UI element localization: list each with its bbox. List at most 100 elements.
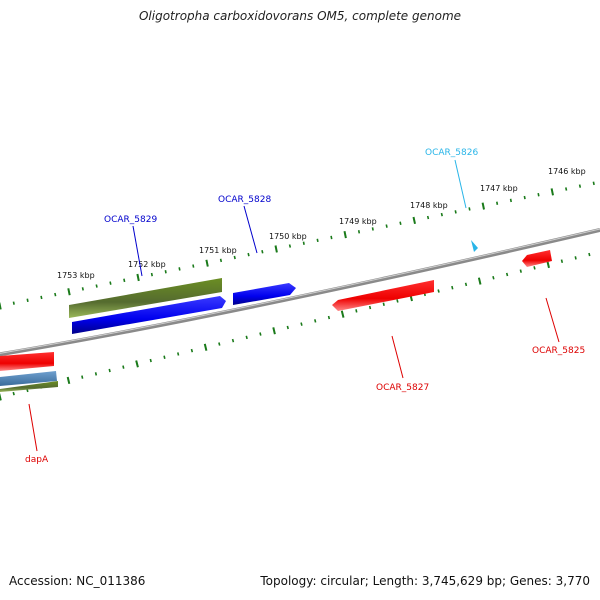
inner-tick-29 [396, 299, 399, 303]
tick-label-1746: 1746 kbp [548, 167, 586, 176]
outer-tick-27 [371, 227, 374, 231]
genome-backbone [0, 228, 600, 357]
outer-tick-5 [67, 288, 71, 296]
outer-tick-13 [178, 267, 181, 271]
connector-ocar-5829 [132, 225, 143, 277]
inner-tick-0 [0, 393, 2, 401]
genome-backbone-highlight [0, 228, 600, 354]
outer-tick-42 [578, 184, 582, 188]
inner-tick-17 [231, 338, 235, 343]
outer-tick-30 [412, 216, 416, 225]
inner-tick-14 [190, 348, 194, 353]
gene-rna-olive-upper[interactable] [69, 278, 222, 318]
outer-tick-43 [592, 181, 595, 186]
outer-tick-18 [247, 252, 250, 257]
genome-summary-text: Topology: circular; Length: 3,745,629 bp… [260, 574, 590, 588]
inner-tick-5 [66, 376, 71, 385]
connector-ocar-5828 [243, 205, 258, 254]
inner-tick-42 [574, 256, 577, 260]
gene-label-ocar-5829[interactable]: OCAR_5829 [104, 215, 157, 225]
inner-tick-8 [108, 368, 111, 373]
inner-tick-25 [340, 310, 345, 318]
tick-label-1749: 1749 kbp [339, 217, 377, 226]
tick-label-1751: 1751 kbp [199, 246, 237, 255]
outer-tick-14 [192, 264, 195, 268]
outer-tick-2 [26, 298, 29, 303]
outer-tick-10 [136, 273, 140, 282]
outer-tick-35 [481, 202, 485, 210]
outer-tick-19 [261, 250, 264, 254]
inner-tick-43 [588, 252, 591, 257]
outer-tick-12 [164, 270, 167, 274]
inner-tick-34 [464, 282, 468, 287]
outer-tick-29 [399, 221, 402, 225]
outer-tick-7 [95, 284, 98, 288]
outer-tick-33 [454, 210, 457, 214]
connector-ocar-5825 [545, 297, 560, 343]
inner-tick-38 [519, 269, 522, 273]
gene-dapa-body[interactable] [0, 352, 54, 371]
gene-ocar-5829-body[interactable] [72, 296, 226, 334]
outer-tick-15 [205, 259, 209, 267]
outer-tick-8 [109, 281, 112, 285]
outer-tick-6 [81, 287, 84, 291]
inner-tick-16 [218, 342, 221, 346]
inner-tick-21 [286, 325, 289, 330]
outer-tick-34 [468, 207, 471, 211]
inner-tick-24 [327, 315, 331, 320]
gene-label-ocar-5826[interactable]: OCAR_5826 [425, 148, 478, 158]
gene-label-ocar-5827[interactable]: OCAR_5827 [376, 383, 429, 393]
inner-tick-22 [300, 322, 303, 326]
inner-tick-18 [245, 335, 248, 340]
gene-label-dapa[interactable]: dapA [25, 455, 49, 465]
outer-tick-38 [523, 195, 526, 200]
inner-tick-10 [135, 360, 139, 368]
outer-tick-41 [565, 187, 568, 191]
inner-tick-39 [533, 266, 536, 270]
tick-label-1747: 1747 kbp [480, 184, 518, 193]
inner-tick-9 [122, 365, 125, 369]
inner-tick-7 [94, 372, 98, 376]
inner-tick-13 [177, 352, 180, 356]
inner-tick-19 [259, 332, 262, 336]
inner-tick-37 [505, 272, 509, 277]
inner-tick-11 [149, 358, 152, 363]
gene-ocar-5825-body[interactable] [522, 250, 552, 267]
outer-tick-22 [302, 241, 305, 245]
outer-tick-3 [40, 295, 43, 300]
inner-tick-33 [451, 285, 454, 290]
inner-tick-41 [560, 259, 564, 263]
tick-label-1750: 1750 kbp [269, 232, 307, 241]
connector-ocar-5826 [454, 159, 467, 209]
gene-steel-blue-lower[interactable] [0, 371, 57, 386]
gene-label-ocar-5828[interactable]: OCAR_5828 [218, 195, 271, 205]
gene-olive-lower[interactable] [0, 381, 58, 392]
outer-tick-28 [385, 224, 388, 228]
gene-ocar-5827-body[interactable] [332, 280, 434, 311]
outer-tick-24 [330, 235, 333, 240]
connector-dapa [28, 403, 38, 452]
outer-tick-track [0, 181, 595, 310]
gene-label-ocar-5825[interactable]: OCAR_5825 [532, 346, 585, 356]
inner-tick-28 [382, 302, 385, 306]
outer-tick-21 [288, 244, 292, 248]
inner-tick-1 [12, 391, 15, 396]
connector-ocar-5827 [391, 335, 404, 379]
inner-tick-35 [477, 277, 482, 285]
outer-tick-32 [440, 212, 443, 217]
outer-tick-39 [537, 192, 540, 197]
gene-ocar-5826-marker[interactable] [471, 240, 478, 252]
outer-tick-26 [357, 230, 361, 234]
outer-tick-37 [509, 198, 512, 203]
outer-tick-40 [550, 188, 554, 196]
inner-tick-32 [437, 289, 440, 293]
outer-tick-11 [150, 272, 153, 277]
outer-tick-17 [233, 255, 236, 260]
outer-tick-23 [316, 238, 319, 243]
inner-tick-15 [203, 343, 208, 351]
inner-tick-36 [492, 276, 495, 280]
inner-tick-40 [546, 260, 550, 269]
outer-tick-20 [274, 245, 278, 253]
gene-ocar-5828-body[interactable] [233, 283, 296, 305]
